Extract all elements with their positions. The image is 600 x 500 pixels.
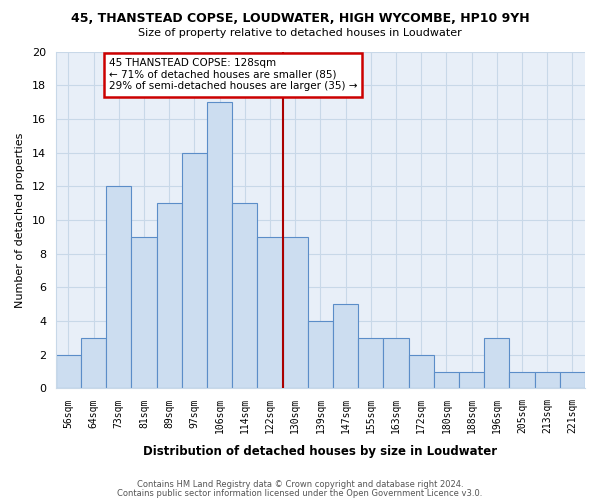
Bar <box>106 186 131 388</box>
Bar <box>434 372 459 388</box>
Bar <box>207 102 232 389</box>
Text: Contains public sector information licensed under the Open Government Licence v3: Contains public sector information licen… <box>118 488 482 498</box>
X-axis label: Distribution of detached houses by size in Loudwater: Distribution of detached houses by size … <box>143 444 497 458</box>
Bar <box>81 338 106 388</box>
Text: 45 THANSTEAD COPSE: 128sqm
← 71% of detached houses are smaller (85)
29% of semi: 45 THANSTEAD COPSE: 128sqm ← 71% of deta… <box>109 58 357 92</box>
Bar <box>484 338 509 388</box>
Bar <box>383 338 409 388</box>
Text: 45, THANSTEAD COPSE, LOUDWATER, HIGH WYCOMBE, HP10 9YH: 45, THANSTEAD COPSE, LOUDWATER, HIGH WYC… <box>71 12 529 26</box>
Bar <box>308 321 333 388</box>
Bar <box>131 237 157 388</box>
Bar <box>560 372 585 388</box>
Y-axis label: Number of detached properties: Number of detached properties <box>15 132 25 308</box>
Text: Contains HM Land Registry data © Crown copyright and database right 2024.: Contains HM Land Registry data © Crown c… <box>137 480 463 489</box>
Bar <box>535 372 560 388</box>
Bar <box>232 203 257 388</box>
Bar <box>358 338 383 388</box>
Bar <box>333 304 358 388</box>
Bar <box>409 354 434 388</box>
Bar <box>459 372 484 388</box>
Text: Size of property relative to detached houses in Loudwater: Size of property relative to detached ho… <box>138 28 462 38</box>
Bar <box>157 203 182 388</box>
Bar <box>283 237 308 388</box>
Bar <box>509 372 535 388</box>
Bar <box>257 237 283 388</box>
Bar <box>56 354 81 388</box>
Bar <box>182 152 207 388</box>
